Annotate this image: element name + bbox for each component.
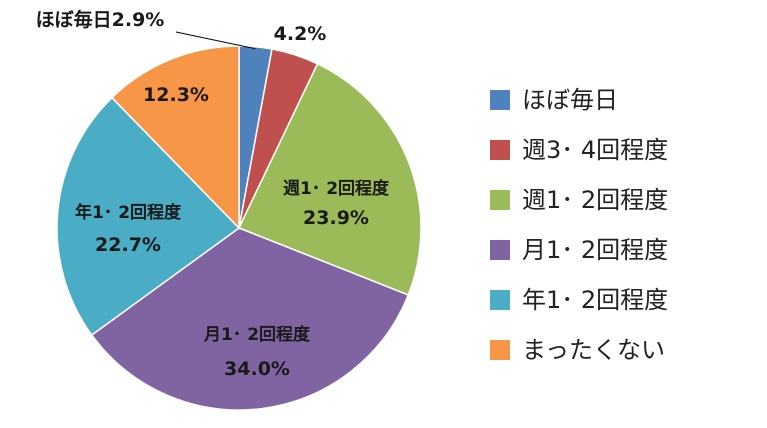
data-label-category-4: 年1･ 2回程度: [75, 202, 182, 223]
data-label-value-3: 34.0%: [224, 358, 290, 380]
pie-slice-3: [90, 227, 410, 411]
legend-label-2: 週1･ 2回程度: [522, 186, 668, 214]
pie-slice-4: [56, 96, 241, 337]
legend-label-4: 年1･ 2回程度: [522, 286, 668, 314]
legend-swatch-0: [490, 90, 510, 110]
data-label-category-2: 週1･ 2回程度: [283, 178, 390, 199]
legend-swatch-2: [490, 190, 510, 210]
data-label-0: ほぼ毎日2.9%: [36, 8, 165, 31]
data-label-value-2: 23.9%: [303, 207, 369, 229]
legend-swatch-4: [490, 290, 510, 310]
leader-line: [175, 31, 256, 50]
data-label-5: 12.3%: [143, 84, 209, 106]
pie-slice-2: [237, 62, 422, 296]
data-labels: ほぼ毎日2.9% 4.2% 週1･ 2回程度 23.9% 月1･ 2回程度 34.0% 年1…: [36, 8, 390, 380]
legend-label-0: ほぼ毎日: [522, 86, 618, 114]
pie-slices: [56, 45, 422, 411]
data-label-1: 4.2%: [274, 23, 327, 45]
legend-label-1: 週3･ 4回程度: [522, 136, 668, 164]
data-label-category-3: 月1･ 2回程度: [203, 324, 311, 345]
legend-swatch-3: [490, 240, 510, 260]
legend-swatch-5: [490, 340, 510, 360]
legend-swatch-1: [490, 140, 510, 160]
data-label-value-4: 22.7%: [95, 234, 161, 256]
legend-label-5: まったくない: [522, 336, 665, 364]
legend-label-3: 月1･ 2回程度: [522, 236, 668, 264]
pie-slice-5: [110, 45, 240, 230]
